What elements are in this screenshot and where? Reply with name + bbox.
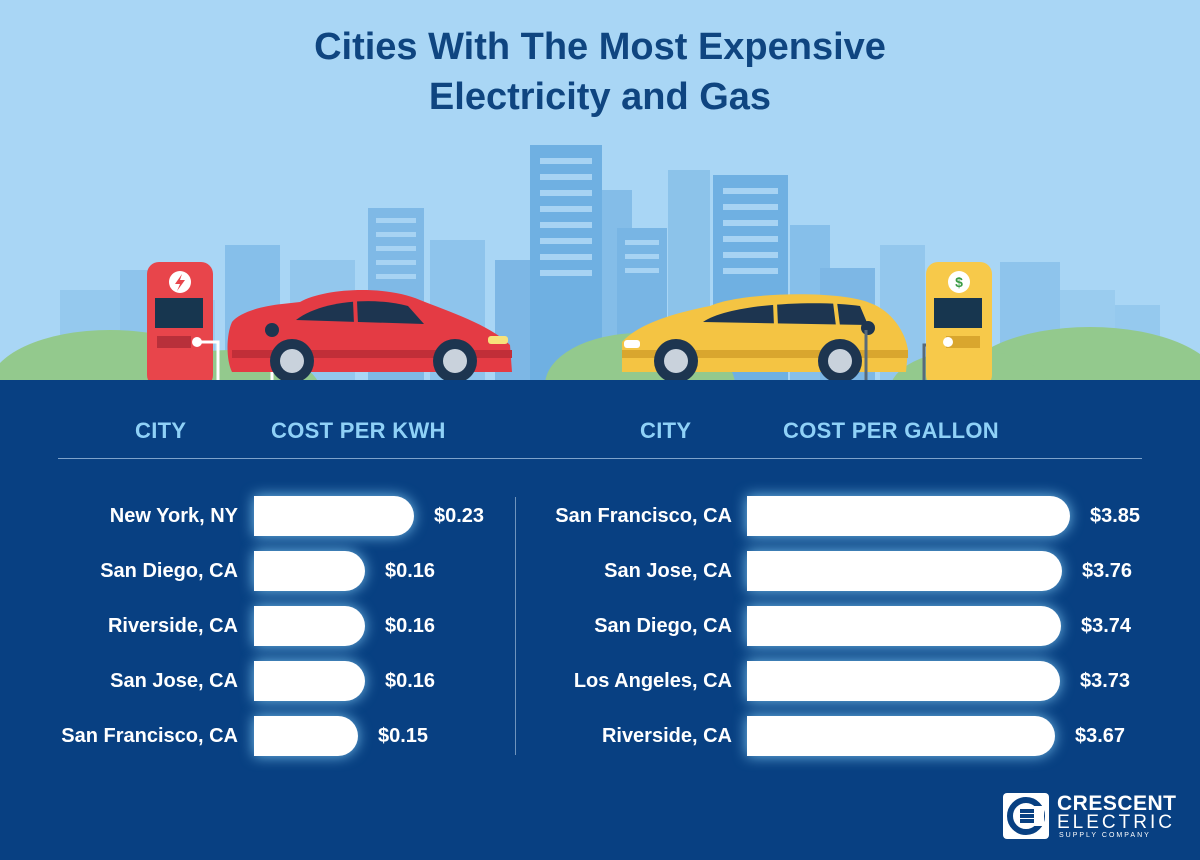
crescent-e-icon <box>1007 797 1045 835</box>
yellow-gas-car <box>622 294 908 383</box>
gas-bar <box>747 496 1070 536</box>
electricity-value-label: $0.16 <box>385 615 436 637</box>
red-electric-car <box>227 290 512 383</box>
gas-bar <box>747 661 1060 701</box>
electricity-value-label: $0.16 <box>385 670 436 692</box>
gas-value-label: $3.76 <box>1082 560 1133 582</box>
gas-city-label: San Francisco, CA <box>555 505 732 527</box>
column-divider <box>515 497 516 755</box>
logo-line-2: ELECTRIC <box>1057 812 1175 833</box>
gas-value-label: $3.67 <box>1075 725 1126 747</box>
electricity-value-label: $0.16 <box>385 560 436 582</box>
gas-bar <box>747 716 1055 756</box>
gas-cost-header: COST PER GALLON <box>783 418 999 443</box>
gas-value-label: $3.85 <box>1090 505 1141 527</box>
electricity-bar <box>254 551 365 591</box>
electricity-city-label: Riverside, CA <box>107 615 238 637</box>
electricity-bar <box>254 496 414 536</box>
building-windows <box>376 158 778 279</box>
gas-city-header: CITY <box>640 418 692 443</box>
electricity-city-label: San Diego, CA <box>100 560 238 582</box>
header-divider <box>58 458 1142 459</box>
gas-city-label: San Jose, CA <box>604 560 732 582</box>
svg-text:$: $ <box>955 274 963 290</box>
chart-title: Cities With The Most Expensive Electrici… <box>0 22 1200 122</box>
crescent-electric-logo: CRESCENT ELECTRIC SUPPLY COMPANY <box>1003 793 1181 843</box>
dollar-sign-icon <box>948 271 970 293</box>
electricity-city-label: San Francisco, CA <box>61 725 238 747</box>
electricity-bar <box>254 716 358 756</box>
gas-pump-station: $ <box>864 262 992 387</box>
title-line-1: Cities With The Most Expensive <box>314 26 886 68</box>
electricity-value-label: $0.15 <box>378 725 429 747</box>
electricity-city-header: CITY <box>135 418 187 443</box>
electricity-city-label: San Jose, CA <box>110 670 238 692</box>
city-skyline-scene: $ <box>0 145 1200 390</box>
title-line-2: Electricity and Gas <box>428 76 772 118</box>
gas-bar <box>747 551 1062 591</box>
gas-city-label: San Diego, CA <box>594 615 732 637</box>
electricity-bar <box>254 606 365 646</box>
logo-line-1: CRESCENT <box>1057 792 1177 815</box>
electricity-city-label: New York, NY <box>109 505 238 527</box>
gas-city-label: Los Angeles, CA <box>573 670 732 692</box>
gas-value-label: $3.74 <box>1081 615 1132 637</box>
electricity-value-label: $0.23 <box>434 505 485 527</box>
gas-city-label: Riverside, CA <box>601 725 732 747</box>
gas-bar <box>747 606 1061 646</box>
electricity-bar <box>254 661 365 701</box>
logo-line-3: SUPPLY COMPANY <box>1059 832 1151 839</box>
gas-value-label: $3.73 <box>1080 670 1131 692</box>
electricity-cost-header: COST PER KWH <box>271 418 446 443</box>
logo-mark <box>1003 793 1049 839</box>
